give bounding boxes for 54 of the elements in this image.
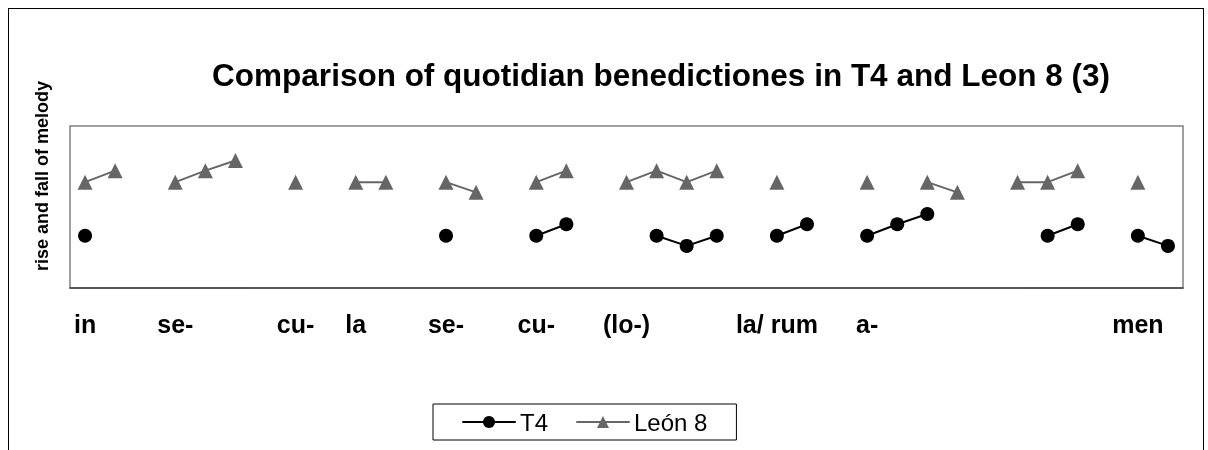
point bbox=[288, 174, 304, 190]
x-tick-label: men bbox=[1112, 309, 1164, 338]
y-axis-title: rise and fall of melody bbox=[32, 80, 52, 272]
point bbox=[378, 174, 394, 190]
x-tick-label: a- bbox=[856, 309, 879, 338]
x-tick-label: cu- bbox=[276, 309, 315, 338]
x-tick-label: se- bbox=[427, 309, 465, 338]
point bbox=[1160, 238, 1175, 253]
x-tick-label: in bbox=[73, 309, 97, 338]
point bbox=[558, 163, 574, 179]
point bbox=[860, 228, 875, 243]
point bbox=[949, 184, 965, 200]
point bbox=[439, 228, 454, 243]
point bbox=[649, 163, 665, 179]
point bbox=[919, 174, 935, 190]
point bbox=[1070, 163, 1086, 179]
point bbox=[709, 228, 724, 243]
x-tick-label: cu- bbox=[517, 309, 556, 338]
point bbox=[167, 174, 183, 190]
x-tick-label: (lo-) bbox=[602, 309, 651, 338]
legend-label: T4 bbox=[520, 408, 549, 436]
legend-label: León 8 bbox=[634, 408, 708, 436]
point bbox=[890, 217, 905, 232]
point bbox=[679, 174, 695, 190]
point bbox=[528, 174, 544, 190]
x-tick-label: la/ rum bbox=[735, 309, 818, 338]
point bbox=[859, 174, 875, 190]
point bbox=[1010, 174, 1026, 190]
point bbox=[197, 163, 213, 179]
point bbox=[709, 163, 725, 179]
point bbox=[679, 238, 694, 253]
point bbox=[559, 217, 574, 232]
point bbox=[769, 228, 784, 243]
point bbox=[649, 228, 664, 243]
point bbox=[78, 228, 93, 243]
point bbox=[1130, 228, 1145, 243]
point bbox=[77, 174, 93, 190]
point bbox=[800, 217, 814, 232]
point bbox=[619, 174, 634, 190]
x-tick-label: la bbox=[345, 309, 368, 338]
point bbox=[438, 174, 454, 190]
chart-title: Comparison of quotidian benedictiones in T4 and Leon 8 (3) bbox=[212, 57, 1110, 93]
point bbox=[1040, 228, 1055, 243]
point bbox=[348, 174, 364, 190]
point bbox=[920, 207, 935, 222]
point bbox=[529, 228, 544, 243]
point bbox=[1070, 217, 1085, 232]
point bbox=[468, 184, 484, 200]
x-tick-label: se- bbox=[157, 309, 194, 338]
point bbox=[1130, 174, 1146, 190]
point bbox=[1040, 174, 1056, 190]
point bbox=[227, 152, 243, 168]
point bbox=[769, 174, 785, 190]
point bbox=[107, 163, 123, 179]
